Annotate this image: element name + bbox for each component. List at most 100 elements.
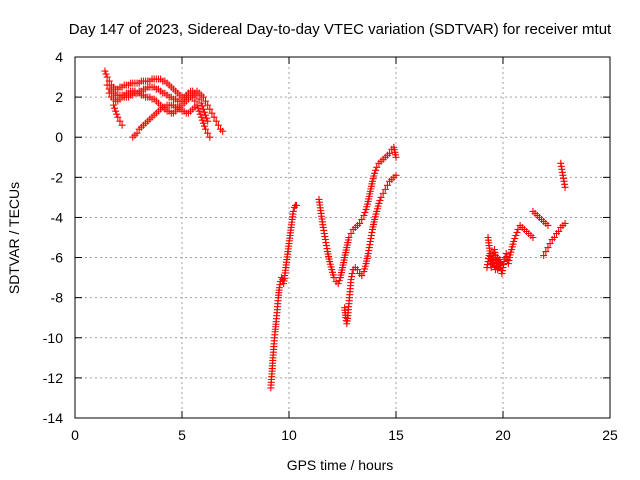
x-tick-label: 25 xyxy=(602,427,618,443)
y-tick-labels: -14 -12 -10 -8 -6 -4 -2 0 2 4 xyxy=(43,49,63,426)
data-point xyxy=(379,189,387,197)
y-tick-label: 0 xyxy=(55,129,63,145)
data-point xyxy=(200,122,208,130)
data-point xyxy=(392,153,400,161)
data-point xyxy=(555,227,563,235)
data-point xyxy=(376,196,384,204)
series-track-k xyxy=(529,207,552,229)
data-point xyxy=(206,105,214,113)
data-point xyxy=(347,229,355,237)
x-tick-label: 5 xyxy=(178,427,186,443)
series-track-g xyxy=(315,143,400,288)
data-point xyxy=(105,89,113,97)
data-point xyxy=(494,254,502,262)
data-point xyxy=(334,280,342,288)
data-point xyxy=(194,104,202,112)
data-point xyxy=(360,211,368,219)
data-point xyxy=(386,149,394,157)
data-point xyxy=(212,117,220,125)
x-tick-label: 10 xyxy=(281,427,297,443)
data-point xyxy=(392,171,400,179)
data-point xyxy=(116,117,124,125)
data-point xyxy=(196,110,204,118)
data-point xyxy=(191,103,199,111)
x-tick-label: 0 xyxy=(71,427,79,443)
data-point xyxy=(514,225,522,233)
y-tick-label: -10 xyxy=(43,330,63,346)
y-tick-label: -4 xyxy=(51,209,64,225)
y-tick-label: -12 xyxy=(43,370,63,386)
series-track-m xyxy=(557,159,569,191)
chart-title: Day 147 of 2023, Sidereal Day-to-day VTE… xyxy=(69,21,612,38)
data-point xyxy=(197,113,205,121)
data-point xyxy=(202,125,210,133)
data-point xyxy=(540,252,548,260)
y-tick-label: 2 xyxy=(55,89,63,105)
data-point xyxy=(118,121,126,129)
series-track-e xyxy=(129,101,199,141)
data-point xyxy=(195,107,203,115)
data-point xyxy=(561,219,569,227)
data-point xyxy=(544,221,552,229)
x-tick-label: 15 xyxy=(388,427,404,443)
data-point xyxy=(356,219,364,227)
data-point xyxy=(512,231,520,239)
data-point xyxy=(358,215,366,223)
data-point xyxy=(214,121,222,129)
x-tick-label: 20 xyxy=(495,427,511,443)
data-point xyxy=(195,95,203,103)
series-track-d xyxy=(110,101,126,129)
data-point xyxy=(112,107,120,115)
data-point xyxy=(345,234,353,241)
data-point xyxy=(353,266,361,274)
data-point xyxy=(204,117,212,125)
data-point xyxy=(103,73,111,81)
y-tick-label: -8 xyxy=(51,290,64,306)
series-track-i xyxy=(484,221,537,278)
data-point xyxy=(383,181,391,189)
y-axis-label: SDTVAR / TECUs xyxy=(6,182,22,294)
data-point xyxy=(110,101,118,109)
grid-lines xyxy=(75,57,610,418)
data-point xyxy=(198,102,206,110)
data-point xyxy=(199,105,207,113)
data-point xyxy=(496,264,504,272)
data-point xyxy=(114,113,122,121)
data-point xyxy=(103,81,111,89)
data-point xyxy=(210,113,218,121)
data-point xyxy=(497,260,505,268)
data-point xyxy=(381,185,389,193)
data-point xyxy=(204,101,212,109)
data-point xyxy=(358,272,366,280)
series-track-f xyxy=(267,201,300,392)
data-points xyxy=(101,67,569,392)
data-point xyxy=(377,193,385,201)
series-track-h xyxy=(341,171,400,328)
data-point xyxy=(101,67,109,75)
y-tick-label: 4 xyxy=(55,49,63,65)
data-point xyxy=(330,274,338,282)
data-point xyxy=(199,119,207,127)
data-point xyxy=(546,240,554,248)
data-point xyxy=(102,70,110,78)
data-point xyxy=(544,244,552,252)
data-point xyxy=(510,238,518,246)
data-point xyxy=(202,111,210,119)
series-track-j xyxy=(483,252,505,274)
data-point xyxy=(511,235,519,243)
data-point xyxy=(371,169,379,177)
data-point xyxy=(206,133,214,141)
data-point xyxy=(208,109,216,117)
data-point xyxy=(542,248,550,256)
data-point xyxy=(198,116,206,124)
series-track-c xyxy=(105,87,227,135)
data-point xyxy=(202,97,210,105)
data-point xyxy=(111,104,119,112)
data-point xyxy=(561,183,569,191)
data-point xyxy=(200,108,208,116)
data-point xyxy=(203,114,211,122)
data-point xyxy=(289,207,297,215)
data-point xyxy=(361,208,369,216)
data-point xyxy=(197,99,205,107)
